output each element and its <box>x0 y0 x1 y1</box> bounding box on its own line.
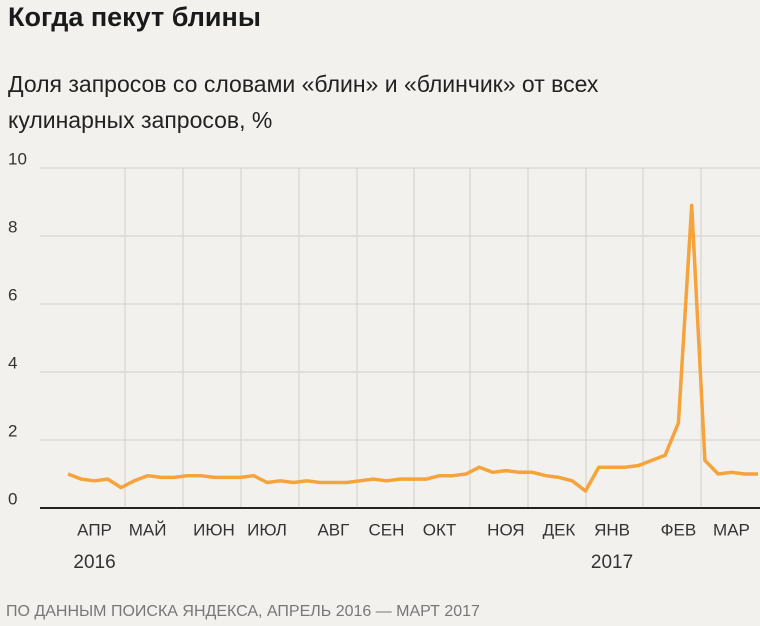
x-tick-label: ДЕК <box>543 520 576 539</box>
chart-subtitle: Доля запросов со словами «блин» и «блинч… <box>8 71 599 133</box>
x-tick-label: ЯНВ <box>594 520 630 539</box>
x-tick-label: СЕН <box>369 520 405 539</box>
y-tick-label: 8 <box>8 217 17 236</box>
y-tick-label: 10 <box>8 149 27 168</box>
x-tick-label: ОКТ <box>423 520 457 539</box>
data-line <box>67 203 758 493</box>
x-tick-label: НОЯ <box>487 520 524 539</box>
year-label: 2017 <box>591 552 633 573</box>
source-note: ПО ДАННЫМ ПОИСКА ЯНДЕКСА, АПРЕЛЬ 2016 — … <box>6 603 480 620</box>
x-tick-label: АПР <box>77 520 112 539</box>
x-tick-label: ИЮН <box>193 520 235 539</box>
x-tick-label: ИЮЛ <box>247 520 287 539</box>
y-tick-label: 2 <box>8 421 17 440</box>
x-tick-label: МАЙ <box>129 520 167 539</box>
year-label: 2016 <box>73 552 115 573</box>
y-tick-label: 6 <box>8 285 17 304</box>
chart-title: Когда пекут блины <box>8 2 261 32</box>
chart: 0 2 4 6 8 10 АПР МАЙ ИЮН ИЮЛ АВГ СЕН ОКТ НОЯ ДЕК ЯНВ ФЕВ… <box>8 149 760 573</box>
y-tick-label: 0 <box>8 489 17 508</box>
y-tick-label: 4 <box>8 353 17 372</box>
x-tick-label: МАР <box>713 520 750 539</box>
x-tick-label: ФЕВ <box>661 520 697 539</box>
x-tick-label: АВГ <box>317 520 349 539</box>
